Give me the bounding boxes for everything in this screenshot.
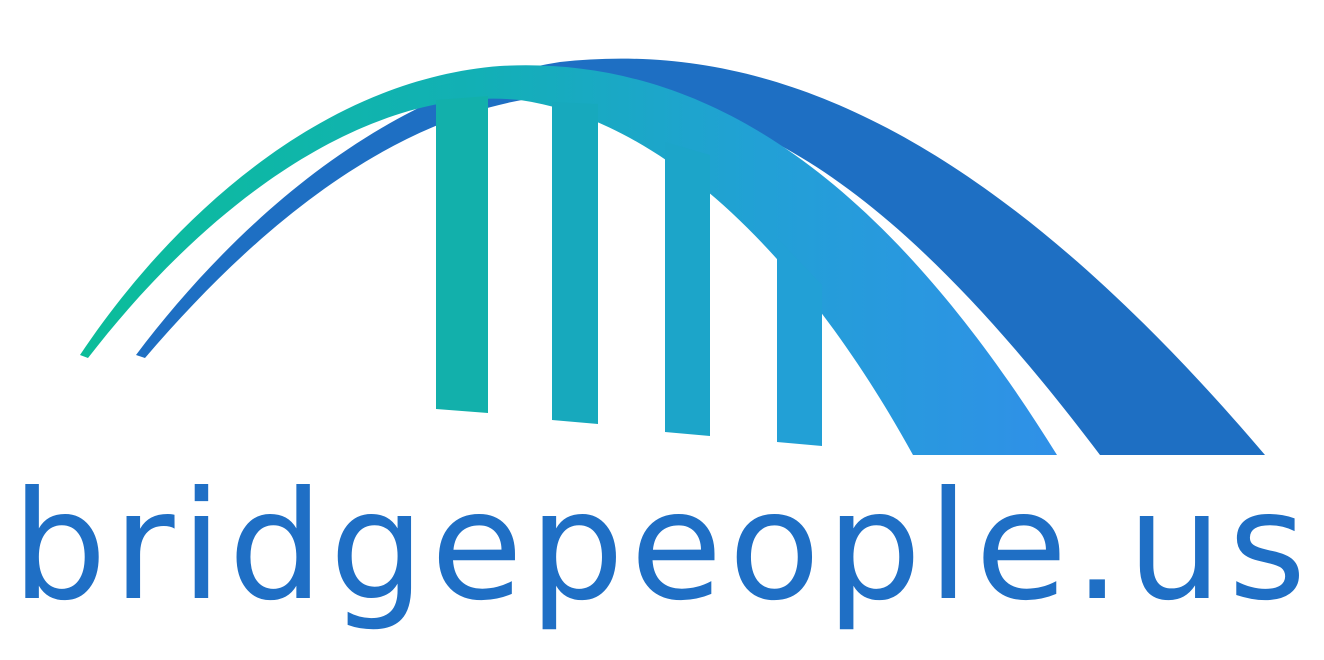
pillar-2 — [552, 102, 598, 424]
pillar-3 — [665, 142, 710, 436]
brand-name: bridgepeople.us — [11, 460, 1313, 634]
pillar-4 — [777, 238, 822, 446]
pillar-1 — [436, 96, 488, 413]
back-arch — [136, 58, 1265, 455]
front-arch — [80, 65, 1057, 455]
